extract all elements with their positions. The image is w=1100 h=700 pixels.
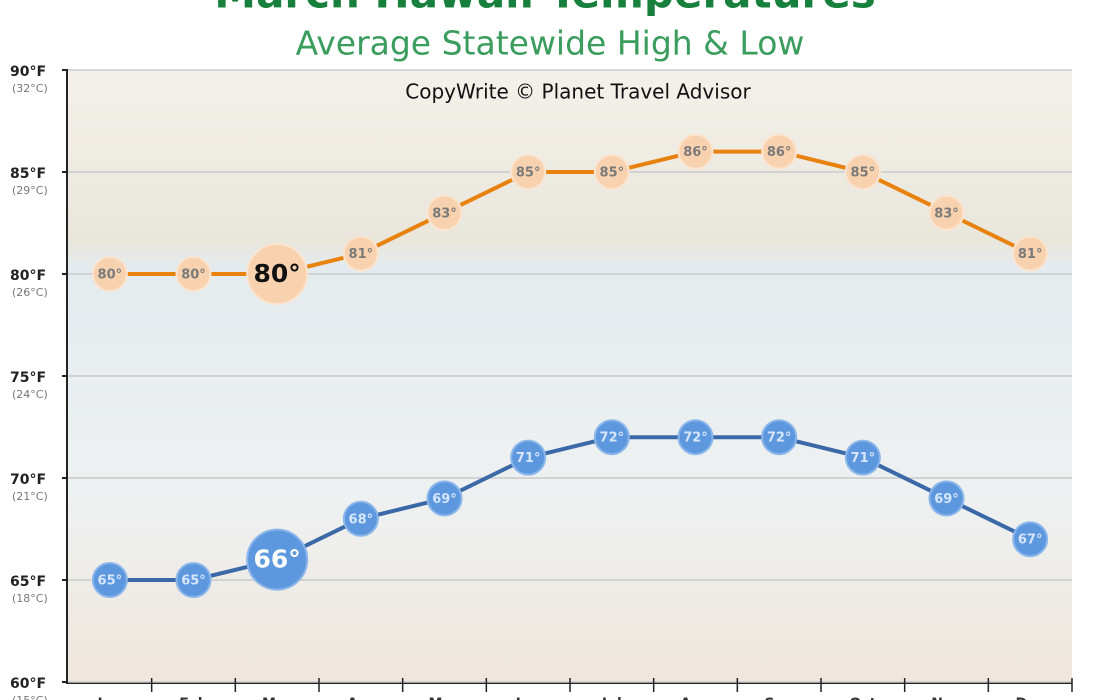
chart-subtitle: Average Statewide High & Low — [296, 24, 805, 63]
data-label: 85° — [851, 166, 876, 181]
data-label: 68° — [349, 512, 374, 527]
data-label: 72° — [767, 431, 792, 446]
data-label: 81° — [349, 247, 374, 262]
y-tick-label: 70°F — [10, 472, 46, 488]
data-label: 81° — [1018, 247, 1043, 262]
y-tick-celsius: (24°C) — [12, 388, 48, 401]
data-label: 71° — [516, 451, 541, 466]
x-tick-label: Nov — [931, 696, 961, 700]
data-point — [1012, 521, 1049, 558]
data-point — [928, 194, 965, 231]
data-label: 83° — [432, 206, 457, 221]
y-tick-celsius: (26°C) — [12, 286, 48, 299]
x-tick-label: Sep — [764, 696, 794, 700]
x-tick-label: Jan — [97, 696, 123, 700]
y-tick-celsius: (18°C) — [12, 592, 48, 605]
data-point — [677, 419, 714, 456]
data-point — [510, 154, 547, 190]
data-label: 66° — [254, 545, 301, 574]
x-tick-label: Dec — [1015, 696, 1044, 700]
data-point — [677, 133, 714, 170]
x-tick-label: Oct — [849, 696, 876, 700]
data-point — [928, 480, 965, 517]
data-point — [246, 528, 309, 591]
y-tick-celsius: (21°C) — [12, 490, 48, 503]
y-tick-celsius: (15°C) — [12, 694, 48, 700]
data-label: 80° — [254, 259, 301, 288]
data-label: 69° — [934, 492, 959, 507]
data-point — [593, 419, 630, 456]
data-label: 67° — [1018, 533, 1043, 548]
data-point — [426, 194, 463, 231]
data-point — [844, 154, 881, 190]
data-point — [844, 439, 881, 476]
data-point — [761, 419, 798, 456]
data-label: 69° — [432, 492, 457, 507]
data-label: 80° — [98, 268, 123, 283]
y-tick-celsius: (32°C) — [12, 82, 48, 95]
y-tick-celsius: (29°C) — [12, 184, 48, 197]
chart-title: March Hawaii Temperatures — [214, 0, 875, 18]
x-tick-label: Aug — [680, 696, 711, 700]
y-tick-label: 80°F — [10, 268, 46, 284]
data-label: 71° — [851, 451, 876, 466]
y-tick-label: 90°F — [10, 64, 46, 80]
data-point — [1012, 235, 1049, 272]
data-point — [426, 480, 463, 517]
data-label: 85° — [600, 166, 625, 181]
data-point — [342, 500, 379, 537]
data-label: 80° — [181, 268, 206, 283]
data-label: 86° — [767, 145, 792, 160]
data-point — [91, 562, 128, 598]
data-point — [342, 235, 379, 272]
data-label: 65° — [98, 574, 123, 589]
data-point — [593, 154, 630, 190]
data-label: 86° — [683, 145, 708, 160]
data-point — [761, 133, 798, 170]
data-label: 83° — [934, 206, 959, 221]
data-point — [246, 243, 309, 305]
x-tick-label: Jul — [601, 696, 622, 700]
y-tick-label: 75°F — [10, 370, 46, 386]
data-point — [175, 256, 212, 292]
data-label: 72° — [683, 431, 708, 446]
data-point — [175, 562, 212, 598]
x-tick-label: Mar — [262, 696, 292, 700]
x-tick-label: Apr — [347, 696, 375, 700]
x-tick-label: Jun — [515, 696, 541, 700]
data-point — [510, 439, 547, 476]
data-label: 65° — [181, 574, 206, 589]
watermark: CopyWrite © Planet Travel Advisor — [405, 80, 751, 104]
x-tick-label: May — [428, 696, 460, 700]
y-tick-label: 85°F — [10, 166, 46, 182]
data-label: 72° — [600, 431, 625, 446]
data-point — [91, 256, 128, 292]
data-label: 85° — [516, 166, 541, 181]
x-tick-label: Feb — [179, 696, 208, 700]
y-tick-label: 65°F — [10, 574, 46, 590]
y-tick-label: 60°F — [10, 676, 46, 692]
